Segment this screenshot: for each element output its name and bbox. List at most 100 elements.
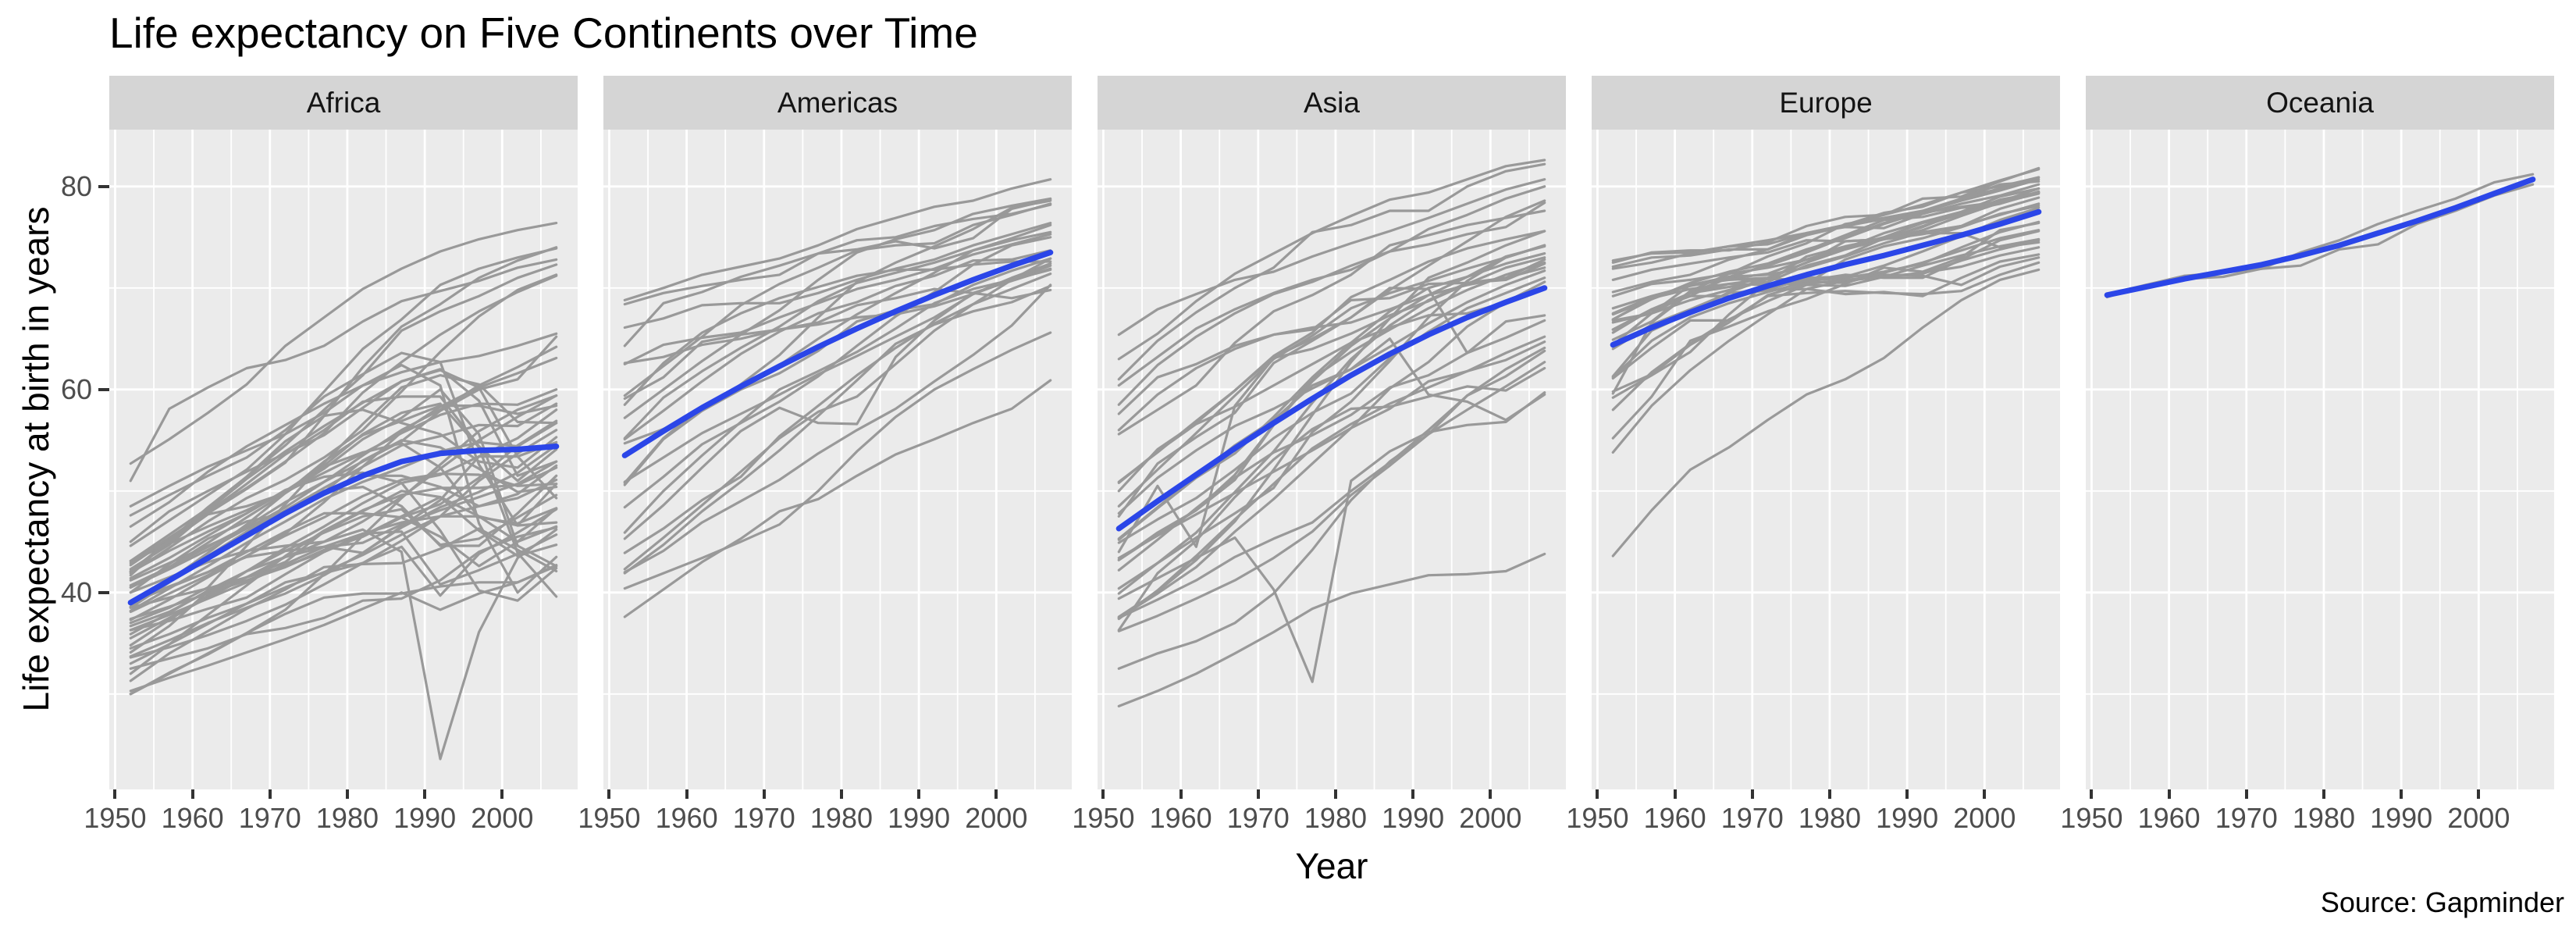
country-line [129, 345, 558, 589]
country-line [1117, 269, 1546, 515]
x-axis-title: Year [1295, 846, 1368, 886]
country-line [1117, 335, 1546, 560]
x-tick-mark [1596, 789, 1599, 799]
country-line [623, 331, 1052, 590]
x-tick-label: 1960 [655, 802, 718, 834]
x-tick-mark [2400, 789, 2403, 799]
x-tick-label: 2000 [1459, 802, 1522, 834]
x-axis: 1950 1960 1970 1980 1990 2000 [2060, 789, 2554, 844]
country-line [623, 260, 1052, 406]
x-tick-mark [2477, 789, 2481, 799]
country-line [1611, 176, 2041, 341]
x-tick-label: 1990 [1876, 802, 1939, 834]
x-tick-mark [500, 789, 504, 799]
y-tick-label: 80 [60, 169, 92, 202]
facet-strip: Asia [1098, 76, 1566, 130]
x-tick-mark [1983, 789, 1987, 799]
country-line [623, 273, 1052, 554]
country-line [623, 257, 1052, 571]
x-tick-mark [1411, 789, 1415, 799]
x-tick-mark [1905, 789, 1909, 799]
facet-column-americas: Americas 1950 1960 1970 1980 1990 2000 [578, 76, 1072, 844]
facet-strip-label: Americas [777, 86, 898, 119]
x-tick-mark [2167, 789, 2171, 799]
x-tick-mark [345, 789, 349, 799]
country-line [129, 511, 558, 604]
country-line [1611, 268, 2041, 558]
country-line [623, 249, 1052, 441]
x-tick-label: 1960 [1643, 802, 1706, 834]
x-tick-label: 1980 [1798, 802, 1861, 834]
country-line [623, 198, 1052, 347]
country-line [129, 368, 558, 577]
x-tick-mark [113, 789, 117, 799]
facet-strip-label: Asia [1304, 86, 1360, 119]
x-tick-label: 1990 [1382, 802, 1445, 834]
x-tick-label: 1950 [1566, 802, 1629, 834]
country-line [129, 527, 558, 682]
y-tick-mark [98, 387, 109, 391]
country-line [623, 197, 1052, 419]
x-tick-mark [1673, 789, 1677, 799]
country-line [129, 474, 558, 594]
facet-column-africa: Africa 1950 1960 1970 1980 1990 2000 [84, 76, 578, 844]
facet-column-asia: Asia 1950 1960 1970 1980 1990 2000 [1072, 76, 1566, 844]
country-line [623, 178, 1052, 301]
x-tick-label: 1960 [1149, 802, 1212, 834]
x-tick-mark [423, 789, 427, 799]
facet-strip-label: Oceania [2266, 86, 2374, 119]
x-tick-label: 2000 [965, 802, 1028, 834]
x-tick-mark [1101, 789, 1105, 799]
facet-column-europe: Europe 1950 1960 1970 1980 1990 2000 [1566, 76, 2060, 844]
country-line [1117, 266, 1546, 432]
facet-panel-oceania [2086, 130, 2554, 789]
country-line [1117, 276, 1546, 544]
country-line [129, 444, 558, 658]
y-axis-title: Life expectancy at birth in years [16, 206, 56, 712]
country-line [623, 221, 1052, 330]
y-tick-mark [98, 184, 109, 188]
country-line [129, 394, 558, 696]
x-tick-mark [1489, 789, 1493, 799]
x-tick-label: 1950 [1072, 802, 1135, 834]
country-line [1117, 162, 1546, 381]
facet-strip: Africa [109, 76, 578, 130]
y-tick-mark [98, 590, 109, 594]
country-line [1611, 239, 2041, 347]
x-tick-label: 1980 [809, 802, 873, 834]
country-line [129, 429, 558, 659]
x-axis: 1950 1960 1970 1980 1990 2000 [1072, 789, 1566, 844]
country-line [129, 402, 558, 598]
facet-strip-label: Europe [1779, 86, 1873, 119]
country-line [623, 283, 1052, 574]
chart-title: Life expectancy on Five Continents over … [109, 9, 978, 57]
x-tick-mark [1827, 789, 1831, 799]
x-tick-mark [1179, 789, 1183, 799]
x-tick-label: 1970 [1720, 802, 1784, 834]
x-tick-mark [1333, 789, 1337, 799]
y-tick-label: 60 [60, 372, 92, 405]
country-line [1117, 209, 1546, 436]
country-line [129, 404, 558, 608]
x-tick-label: 1990 [393, 802, 457, 834]
country-line [1117, 552, 1546, 708]
country-line [1117, 159, 1546, 361]
x-tick-label: 1990 [888, 802, 951, 834]
country-line [129, 508, 558, 665]
x-tick-label: 1970 [2215, 802, 2278, 834]
x-tick-label: 2000 [1953, 802, 2016, 834]
facet-panel-europe [1592, 130, 2060, 789]
country-line [129, 422, 558, 612]
x-tick-mark [190, 789, 194, 799]
x-tick-label: 1990 [2370, 802, 2433, 834]
x-tick-mark [1256, 789, 1260, 799]
country-line [1117, 201, 1546, 406]
y-tick-label: 40 [60, 575, 92, 608]
trend-line-americas [621, 249, 1054, 458]
trend-line-asia [1115, 285, 1548, 532]
facet-panel-asia [1098, 130, 1566, 789]
x-axis: 1950 1960 1970 1980 1990 2000 [84, 789, 578, 844]
country-line [1117, 366, 1546, 632]
country-line [1117, 244, 1546, 590]
